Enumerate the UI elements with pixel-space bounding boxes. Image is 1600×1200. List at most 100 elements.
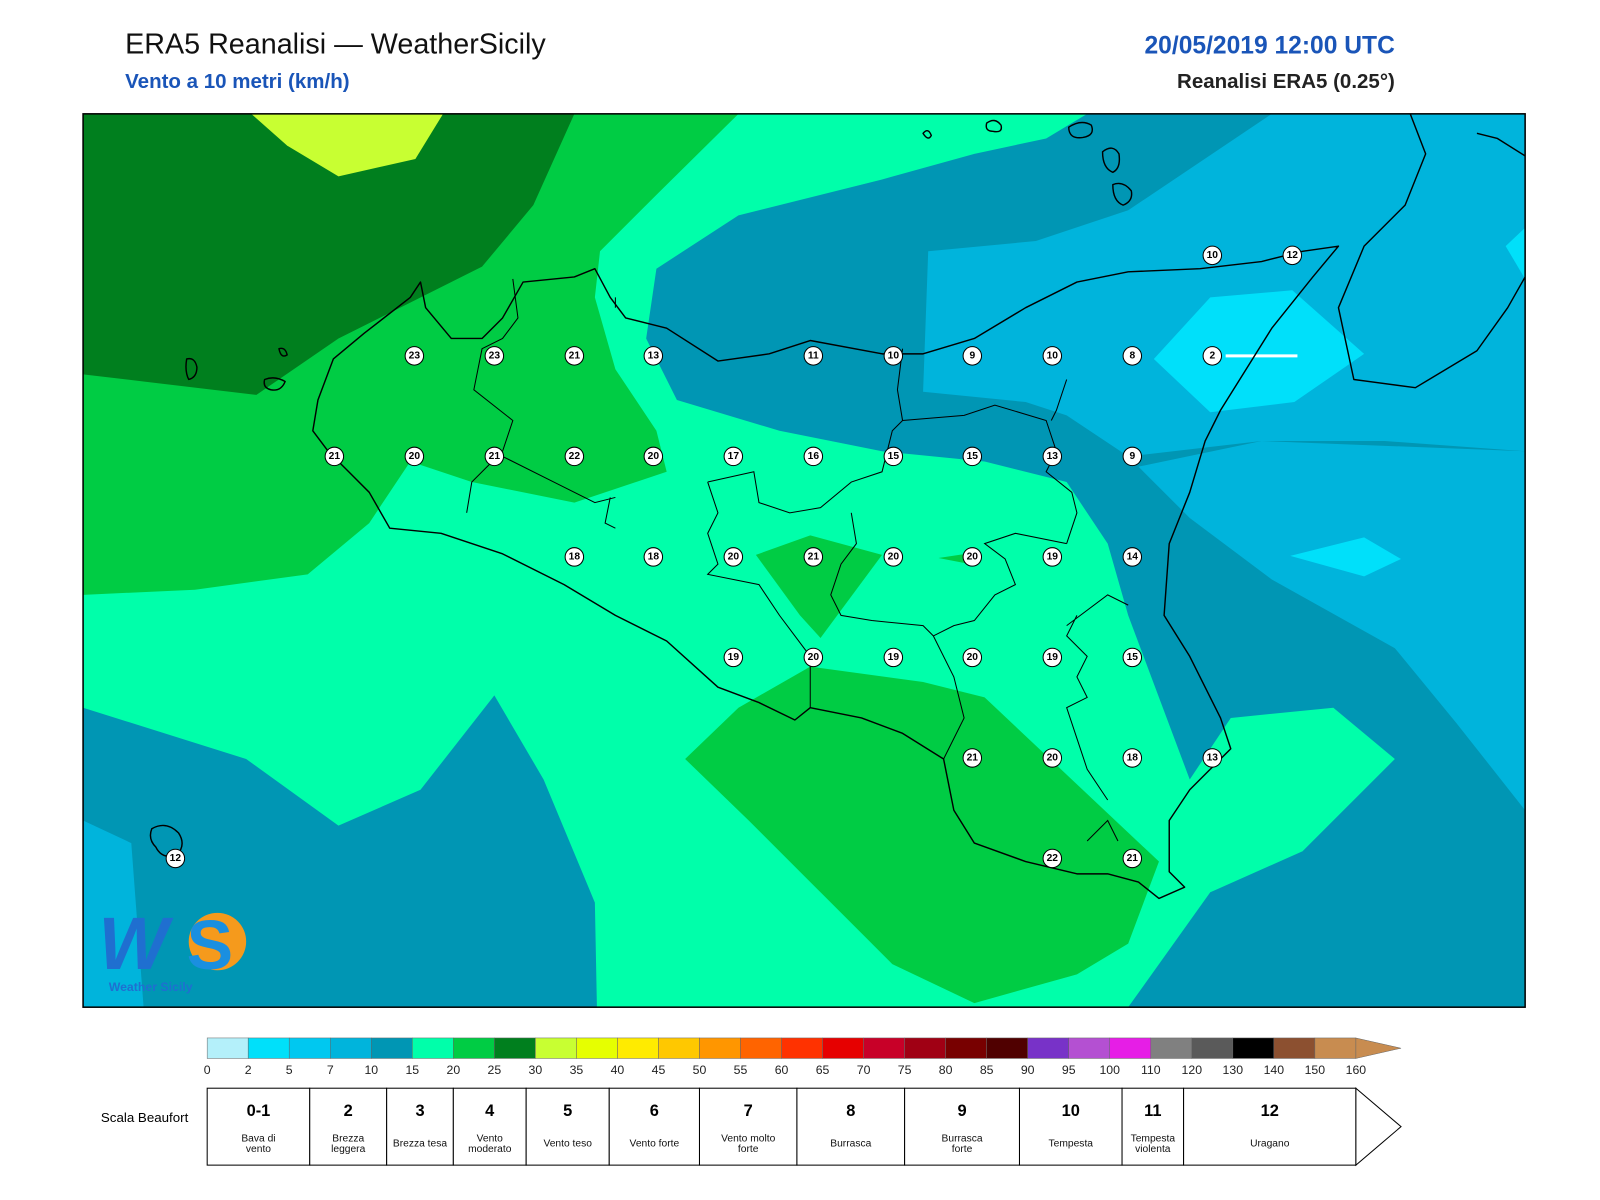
beaufort-name: Burrasca forte bbox=[941, 1133, 983, 1155]
station-marker bbox=[324, 446, 345, 467]
station-value: 21 bbox=[808, 551, 820, 562]
station-marker bbox=[1202, 245, 1223, 266]
station-value: 23 bbox=[409, 350, 421, 361]
beaufort-name-box: Vento forte bbox=[630, 1139, 680, 1149]
beaufort-scale: Scala Beaufort 0-1 Bava di vento 2 Brezza l… bbox=[101, 1087, 1402, 1167]
beaufort-name-box: Tempesta bbox=[1048, 1138, 1093, 1150]
colorbar-tick-label: 0 bbox=[204, 1063, 211, 1077]
colorbar-tick-label: 160 bbox=[1346, 1063, 1367, 1077]
colorbar-tick-label: 70 bbox=[857, 1063, 871, 1077]
beaufort-force: 5 bbox=[563, 1102, 572, 1120]
colorbar-tick-label: 35 bbox=[570, 1063, 584, 1077]
station-value: 21 bbox=[489, 451, 501, 462]
station-value: 19 bbox=[1047, 652, 1059, 663]
beaufort-name: Brezza tesa bbox=[392, 1138, 448, 1150]
beaufort-name: Uragano bbox=[1250, 1138, 1290, 1150]
station-value: 15 bbox=[967, 451, 979, 462]
beaufort-name: Burrasca bbox=[830, 1138, 872, 1150]
field-25-30 bbox=[83, 113, 575, 395]
station-value: 20 bbox=[648, 451, 660, 462]
colorbar-swatch bbox=[822, 1037, 864, 1059]
colorbar-tick-label: 15 bbox=[405, 1063, 419, 1077]
beaufort-name-box: Brezza tesa bbox=[392, 1138, 448, 1150]
beaufort-box bbox=[1121, 1087, 1185, 1166]
station-marker bbox=[564, 446, 585, 467]
sicily-coastline bbox=[312, 245, 1340, 900]
beaufort-name: Vento teso bbox=[543, 1138, 592, 1150]
colorbar-swatch bbox=[1027, 1037, 1069, 1059]
station-value: 20 bbox=[728, 551, 740, 562]
station-marker bbox=[803, 446, 824, 467]
station-value: 20 bbox=[967, 652, 979, 663]
beaufort-box bbox=[1183, 1087, 1357, 1166]
beaufort-label: Scala Beaufort bbox=[101, 1110, 189, 1125]
station-value: 8 bbox=[1129, 350, 1135, 361]
beaufort-name-box: Vento teso bbox=[543, 1138, 592, 1150]
colorbar-tick-label: 40 bbox=[611, 1063, 625, 1077]
beaufort-force: 9 bbox=[957, 1102, 966, 1120]
beaufort-name: Vento moderato bbox=[468, 1133, 512, 1155]
colorbar-swatch bbox=[863, 1037, 905, 1059]
field-7-10 bbox=[1138, 441, 1526, 811]
colorbar-swatch bbox=[453, 1037, 495, 1059]
station-value: 13 bbox=[1207, 752, 1219, 763]
station-marker bbox=[1122, 748, 1143, 768]
station-value: 13 bbox=[648, 350, 660, 361]
colorbar-tick-label: 20 bbox=[446, 1063, 460, 1077]
station-value: 19 bbox=[728, 652, 740, 663]
station-value: 13 bbox=[1047, 451, 1059, 462]
logo-mark: S bbox=[187, 906, 234, 984]
subtitle: Vento a 10 metri (km/h) bbox=[125, 70, 349, 93]
station-marker bbox=[962, 748, 983, 768]
station-marker bbox=[1122, 547, 1143, 567]
colorbar-swatch bbox=[658, 1037, 700, 1059]
field-7-10 bbox=[923, 113, 1526, 457]
wind-field bbox=[83, 113, 1526, 1008]
beaufort-box bbox=[1018, 1087, 1123, 1166]
station-marker bbox=[883, 346, 904, 366]
station-marker bbox=[883, 647, 904, 668]
logo-mark: W bbox=[98, 902, 173, 985]
beaufort-name: Vento molto forte bbox=[721, 1133, 776, 1155]
colorbar-swatch bbox=[1273, 1037, 1316, 1059]
colorbar-tick-label: 10 bbox=[364, 1063, 378, 1077]
station-marker bbox=[643, 547, 664, 567]
field-2-5 bbox=[1153, 290, 1365, 413]
beaufort-name-box: Bava di vento bbox=[241, 1134, 275, 1155]
station-marker bbox=[962, 446, 983, 467]
colorbar-tick-label: 90 bbox=[1021, 1063, 1035, 1077]
colorbar-tick-label: 140 bbox=[1264, 1063, 1285, 1077]
station-value: 2 bbox=[1209, 350, 1215, 361]
station-marker bbox=[803, 346, 824, 366]
station-value: 20 bbox=[808, 652, 820, 663]
field-20-25 bbox=[685, 666, 1159, 1004]
beaufort-box bbox=[525, 1087, 610, 1166]
station-marker bbox=[1042, 848, 1063, 869]
station-marker bbox=[723, 647, 744, 668]
station-value: 23 bbox=[489, 350, 501, 361]
colorbar-swatch bbox=[1109, 1037, 1152, 1059]
station-value: 18 bbox=[648, 551, 660, 562]
stations: 10 12 23 23 21 13 11 10 9 10 8 2 21 20 21 22 20 17 16 15 15 1… bbox=[165, 245, 1303, 869]
station-marker bbox=[1202, 346, 1223, 366]
beaufort-name: Tempesta bbox=[1048, 1138, 1093, 1150]
colorbar-swatch bbox=[371, 1037, 413, 1059]
station-marker bbox=[1122, 848, 1143, 869]
logo-sun bbox=[188, 912, 247, 971]
station-marker bbox=[962, 346, 983, 366]
colorbar-tick-label: 120 bbox=[1182, 1063, 1203, 1077]
station-marker bbox=[1122, 647, 1143, 668]
colorbar-swatch bbox=[781, 1037, 823, 1059]
station-value: 19 bbox=[1047, 551, 1059, 562]
station-marker bbox=[404, 346, 425, 366]
station-marker bbox=[1042, 446, 1063, 467]
station-marker bbox=[1202, 748, 1223, 768]
colorbar-tick-label: 7 bbox=[327, 1063, 334, 1077]
beaufort-name-box: Tempesta violenta bbox=[1131, 1134, 1175, 1155]
map-frame bbox=[82, 113, 1526, 1008]
station-value: 18 bbox=[1127, 752, 1139, 763]
colorbar-swatch bbox=[986, 1037, 1028, 1059]
beaufort-force: 6 bbox=[650, 1102, 659, 1120]
station-value: 10 bbox=[888, 350, 900, 361]
